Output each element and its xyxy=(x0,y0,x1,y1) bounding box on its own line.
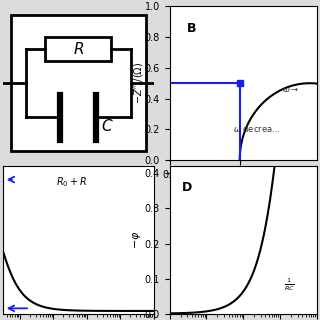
X-axis label: $Z'$: $Z'$ xyxy=(236,181,250,196)
Text: $R$: $R$ xyxy=(73,41,84,57)
Text: $\frac{1}{RC}$: $\frac{1}{RC}$ xyxy=(284,276,295,293)
Text: D: D xyxy=(181,181,192,194)
Bar xyxy=(45,37,111,61)
Y-axis label: $|Z|$: $|Z|$ xyxy=(0,232,2,248)
Text: $R_0+R$: $R_0+R$ xyxy=(56,176,87,189)
Text: $C$: $C$ xyxy=(101,118,113,134)
Y-axis label: $-\varphi$: $-\varphi$ xyxy=(131,231,143,249)
Text: $\omega \rightarrow$: $\omega \rightarrow$ xyxy=(282,85,299,94)
Text: $\omega$ decrea...: $\omega$ decrea... xyxy=(233,123,280,134)
Y-axis label: $-Z''\ /(\Omega)$: $-Z''\ /(\Omega)$ xyxy=(132,62,145,104)
Text: B: B xyxy=(187,22,197,35)
Bar xyxy=(11,15,146,151)
